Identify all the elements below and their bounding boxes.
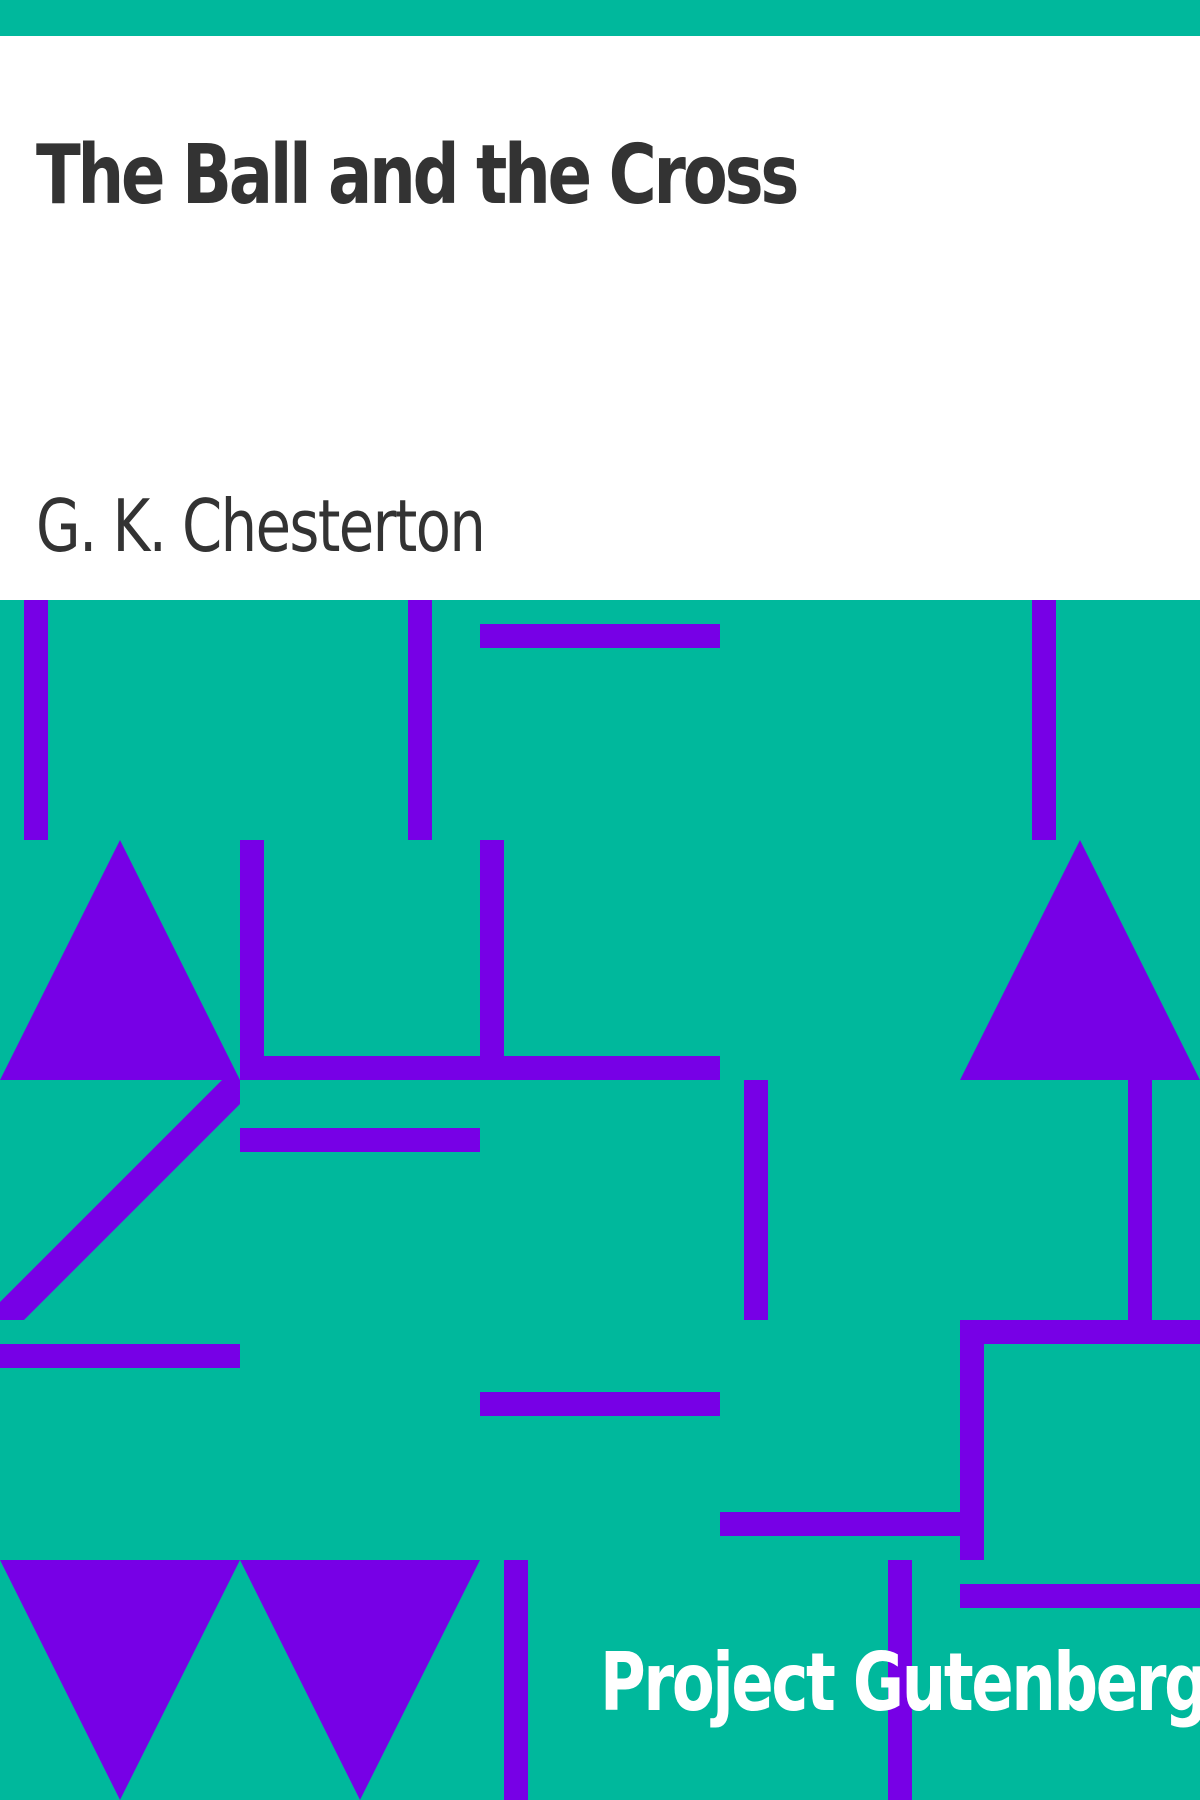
pattern-bar bbox=[888, 1560, 912, 1800]
top-band bbox=[0, 0, 1200, 36]
pattern-bar bbox=[744, 1080, 768, 1320]
book-title: The Ball and the Cross bbox=[36, 128, 799, 223]
pattern-bar bbox=[720, 1512, 984, 1536]
pattern-bar bbox=[960, 1584, 1200, 1608]
pattern-bar bbox=[408, 600, 432, 840]
pattern-bar bbox=[0, 1344, 240, 1368]
pattern-triangle bbox=[960, 840, 1200, 1080]
pattern-bar bbox=[504, 1560, 528, 1800]
pattern-bar bbox=[1032, 600, 1056, 840]
pattern-bar bbox=[480, 1392, 720, 1416]
pattern-bar bbox=[24, 600, 48, 840]
pattern-bar bbox=[1128, 1080, 1152, 1320]
publisher-name: Project Gutenberg bbox=[600, 1636, 1200, 1729]
pattern-triangle bbox=[0, 1560, 240, 1800]
title-panel: The Ball and the Cross G. K. Chesterton bbox=[0, 36, 1200, 600]
pattern-triangle bbox=[240, 1560, 480, 1800]
pattern-bar bbox=[960, 1320, 1200, 1344]
book-author: G. K. Chesterton bbox=[36, 484, 486, 568]
pattern-bar bbox=[480, 840, 504, 1080]
pattern-triangle bbox=[0, 840, 240, 1080]
pattern-bar bbox=[240, 1056, 720, 1080]
pattern-bar bbox=[480, 624, 720, 648]
pattern-bar bbox=[240, 840, 264, 1080]
pattern-bar bbox=[240, 1128, 480, 1152]
pattern-diagonal bbox=[0, 1080, 240, 1320]
